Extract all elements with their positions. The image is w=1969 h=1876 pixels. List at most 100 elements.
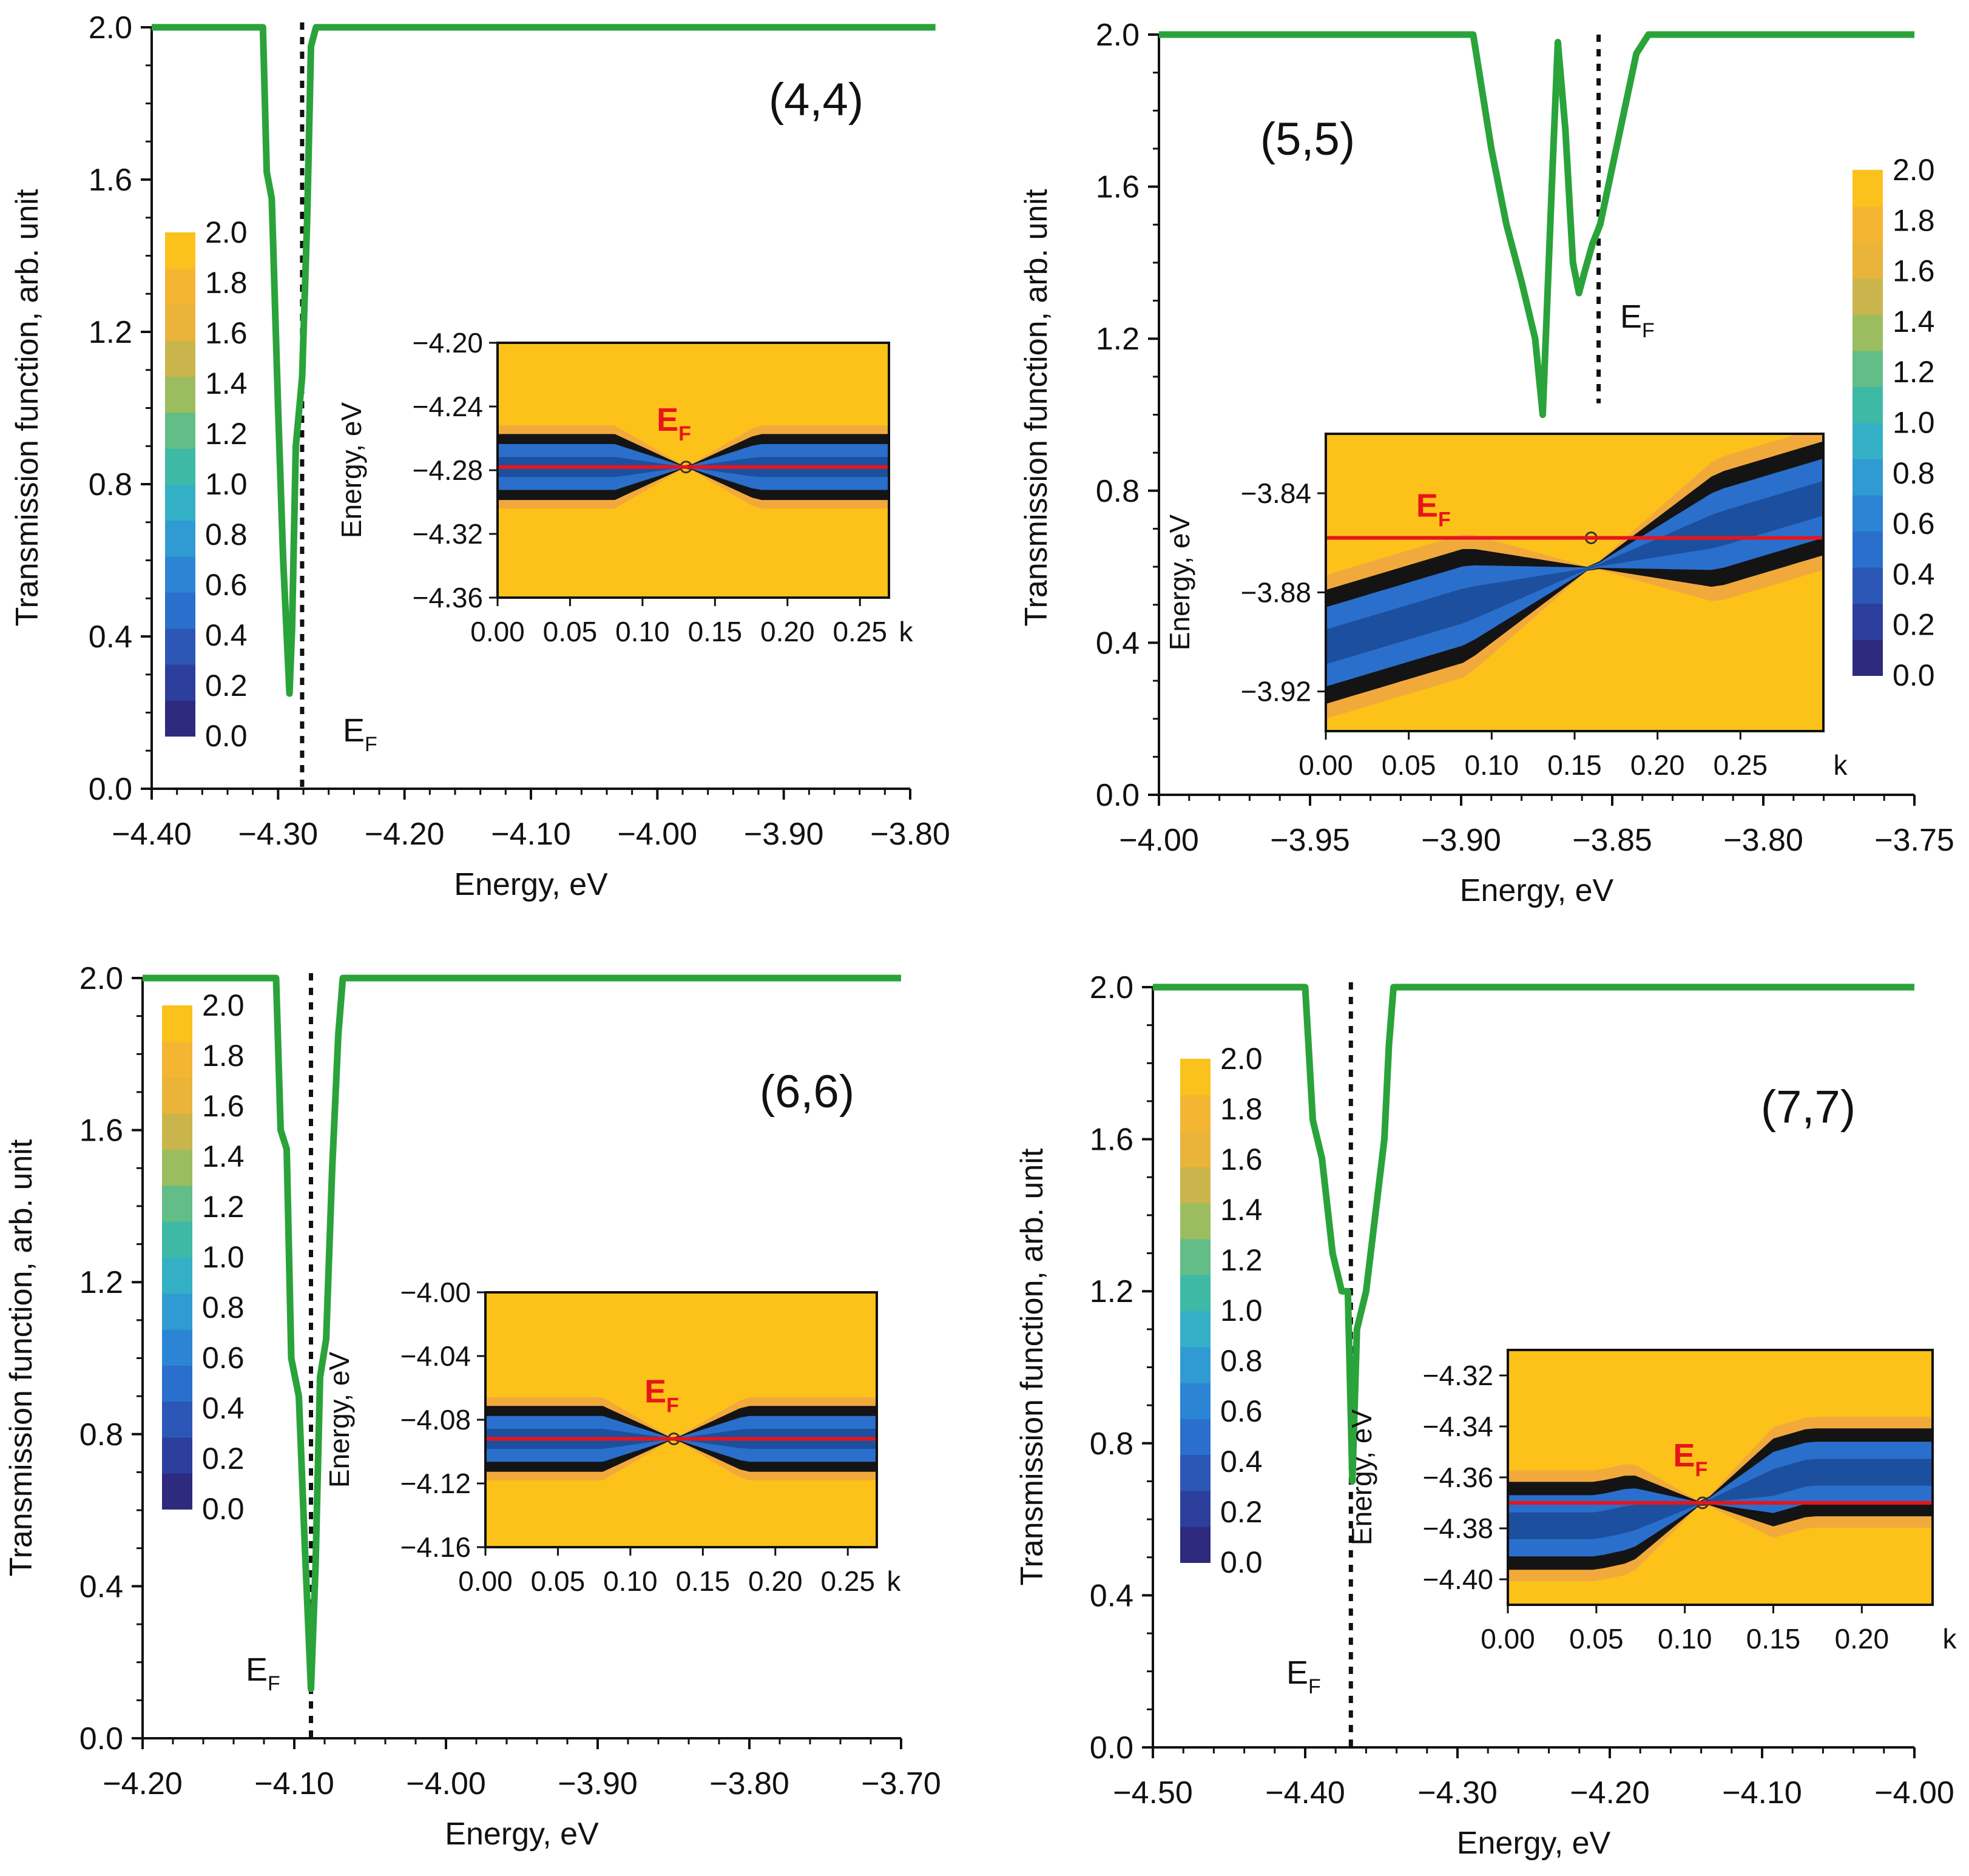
x-tick-label: −4.20 [365,817,445,852]
inset-y-tick-label: −4.36 [413,582,483,613]
inset-y-tick-label: −4.00 [400,1277,471,1308]
y-axis-title: Transmission function, arb. unit [10,189,45,626]
colorbar-segment [1852,567,1883,604]
inset-y-axis-title: Energy, eV [1346,1409,1377,1545]
x-tick-label: −3.85 [1572,823,1652,858]
y-tick-label: 1.2 [89,315,132,350]
panel-0: −4.40 −4.30 −4.20 −4.10 −4.00 −3.90 −3.80 0.0 0.… [10,10,950,902]
transmission-curve [143,974,901,1693]
inset-y-axis-title: Energy, eV [336,402,367,538]
colorbar-tick-label: 0.4 [1893,557,1935,591]
colorbar-tick-label: 0.4 [1220,1445,1263,1479]
inset-x-tick-label: 0.10 [615,616,670,647]
colorbar-tick-label: 1.2 [1220,1243,1263,1277]
colorbar-segment [162,1473,192,1510]
band-inner [1508,1459,1933,1539]
fermi-label-main: E [1620,299,1642,335]
colorbar-tick-label: 2.0 [1893,153,1935,187]
inset-fermi-label-main: E [657,402,678,438]
x-tick-label: −4.10 [491,817,571,852]
y-tick-label: 1.2 [1090,1274,1133,1309]
x-tick-label: −4.30 [1417,1775,1498,1810]
inset-fermi-label-sub: F [1438,508,1451,531]
fermi-label-main: E [246,1652,268,1688]
colorbar-tick-label: 2.0 [202,988,245,1022]
colorbar-segment [1852,206,1883,243]
colorbar-segment [162,1077,192,1114]
inset-y-tick-label: −3.92 [1241,676,1311,707]
inset-x-tick-label: 0.15 [688,616,743,647]
colorbar-segment [162,1437,192,1474]
inset-y-tick-label: −3.84 [1241,477,1311,509]
inset-x-tick-label: 0.25 [833,616,887,647]
colorbar-tick-label: 1.8 [205,266,248,300]
colorbar-tick-label: 1.6 [205,316,248,350]
transmission-curve [1159,31,1914,418]
colorbar-tick-label: 1.8 [202,1039,245,1073]
colorbar-segment [165,340,195,377]
x-tick-label: −4.10 [254,1766,334,1801]
x-tick-label: −3.90 [558,1766,638,1801]
colorbar-tick-label: 1.2 [202,1190,245,1224]
colorbar-tick-label: 0.2 [202,1442,245,1476]
fermi-label: EF [343,712,377,756]
colorbar-segment [162,1221,192,1258]
inset-x-axis-title: k [1943,1623,1957,1655]
fermi-label-main: E [343,712,365,749]
x-tick-label: −4.50 [1113,1775,1193,1810]
inset-x-tick-label: 0.00 [1481,1623,1535,1655]
colorbar-tick-label: 1.6 [1220,1142,1263,1176]
inset-fermi-label: EF [1416,488,1451,531]
colorbar-segment [1180,1454,1211,1491]
colorbar-tick-label: 0.6 [1220,1394,1263,1428]
colorbar-tick-label: 0.0 [205,719,248,753]
y-axis-title: Transmission function, arb. unit [4,1139,39,1576]
inset: EF 0.00 0.05 0.10 0.15 0.20 0.25 k −4.36 −4.32 −4.… [336,327,914,647]
inset-y-tick-label: −4.08 [400,1404,471,1436]
y-tick-label: 0.4 [89,619,132,655]
transmission-curve [152,24,936,697]
inset-y-tick-label: −4.24 [413,391,483,422]
x-tick-label: −4.00 [618,817,698,852]
colorbar-tick-label: 1.0 [205,467,248,501]
colorbar-segment [1180,1130,1211,1167]
inset-x-tick-label: 0.15 [1746,1623,1801,1655]
panel-label: (7,7) [1761,1081,1856,1133]
x-tick-label: −3.80 [1723,823,1803,858]
colorbar-tick-label: 0.8 [1893,456,1935,490]
colorbar-tick-label: 0.6 [205,568,248,602]
inset-x-tick-label: 0.05 [543,616,598,647]
colorbar-tick-label: 2.0 [1220,1042,1263,1076]
colorbar-segment [1180,1274,1211,1311]
colorbar-segment [1852,603,1883,640]
colorbar-tick-label: 0.8 [205,518,248,552]
colorbar-segment [1180,1418,1211,1456]
colorbar-segment [162,1041,192,1078]
x-tick-label: −3.80 [709,1766,789,1801]
colorbar-segment [165,484,195,521]
colorbar-segment [1852,459,1883,496]
colorbar-tick-label: 0.0 [202,1492,245,1526]
y-tick-label: 1.6 [1096,170,1140,205]
colorbar-segment [1180,1382,1211,1419]
panel-2: −4.20 −4.10 −4.00 −3.90 −3.80 −3.70 0.0 0.4 0.8 1… [4,961,941,1852]
inset-fermi-label-main: E [1673,1437,1695,1474]
colorbar-tick-label: 1.0 [1893,406,1935,440]
colorbar-tick-label: 1.6 [1893,254,1935,288]
x-tick-label: −4.00 [406,1766,486,1801]
fermi-label-sub: F [268,1672,280,1695]
colorbar-tick-label: 1.0 [202,1240,245,1274]
inset-fermi-label: EF [1673,1437,1707,1481]
fermi-label-sub: F [1308,1675,1321,1698]
colorbar-tick-label: 1.2 [205,417,248,451]
colorbar-segment [165,556,195,593]
colorbar-tick-label: 0.6 [202,1341,245,1375]
inset-x-tick-label: 0.20 [748,1565,803,1597]
colorbar-segment [1852,242,1883,279]
band-group [1508,1417,1933,1582]
band-inner [1326,481,1823,664]
y-axis-title: Transmission function, arb. unit [1015,1148,1050,1585]
colorbar-segment [162,1113,192,1150]
colorbar-tick-label: 1.4 [1893,305,1935,339]
